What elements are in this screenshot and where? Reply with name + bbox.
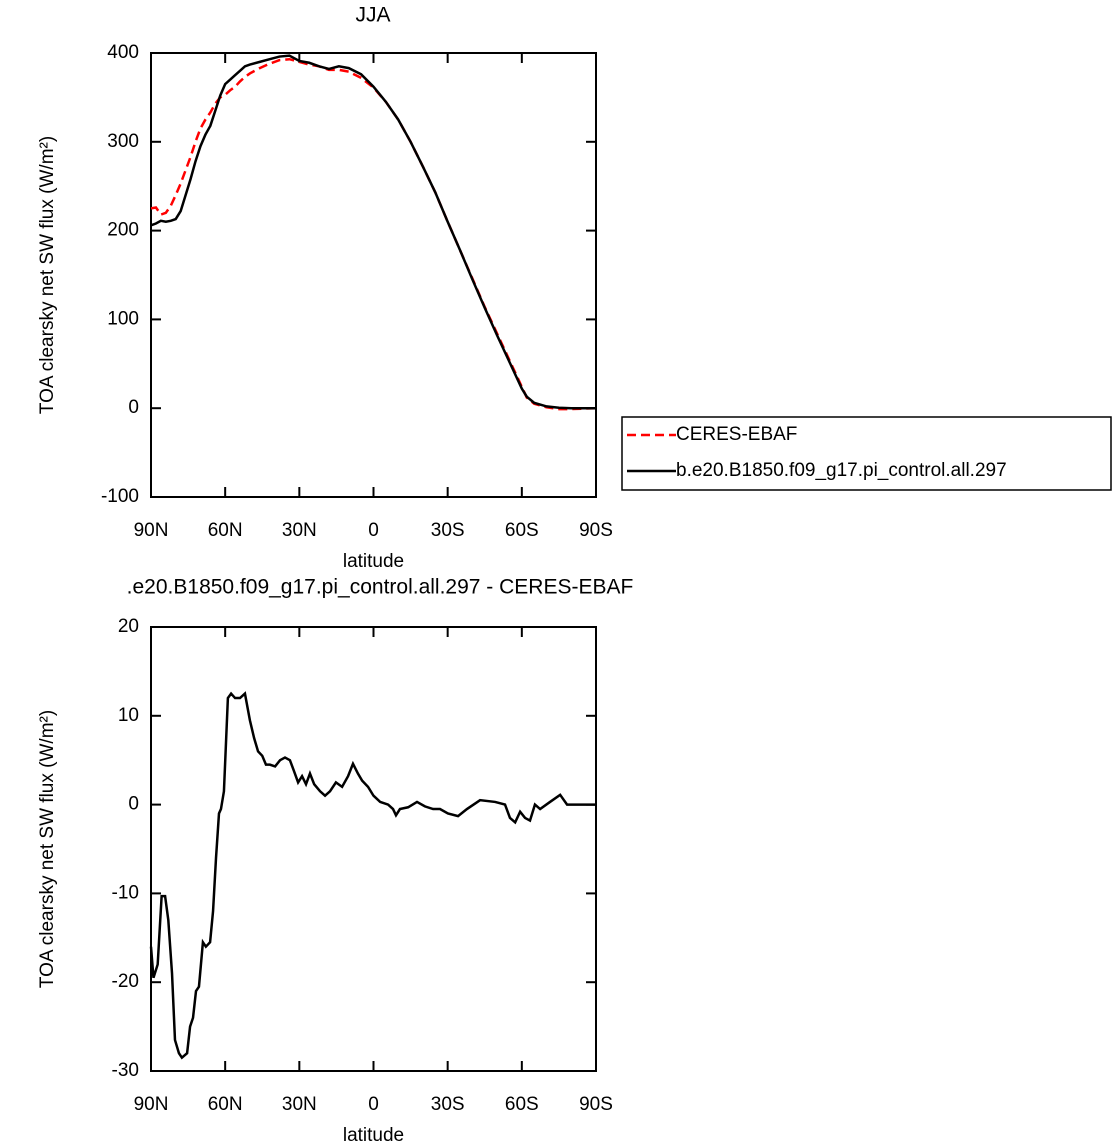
x-tick-label: 60N: [208, 1094, 243, 1115]
x-tick-label: 0: [368, 520, 379, 541]
x-axis-label: latitude: [343, 551, 404, 572]
chart-title: .e20.B1850.f09_g17.pi_control.all.297 - …: [127, 576, 634, 599]
x-tick-label: 30N: [282, 520, 317, 541]
x-tick-label: 30N: [282, 1094, 317, 1115]
x-axis-label: latitude: [343, 1125, 404, 1146]
legend-label: CERES-EBAF: [676, 424, 797, 445]
x-tick-label: 60N: [208, 520, 243, 541]
legend-label: b.e20.B1850.f09_g17.pi_control.all.297: [676, 460, 1007, 481]
y-tick-label: 400: [107, 42, 139, 63]
y-tick-label: 20: [118, 616, 139, 637]
x-tick-label: 90S: [579, 520, 613, 541]
x-tick-label: 90S: [579, 1094, 613, 1115]
y-axis-label: TOA clearsky net SW flux (W/m²): [37, 136, 58, 414]
y-tick-label: 300: [107, 131, 139, 152]
x-tick-label: 30S: [431, 1094, 465, 1115]
series-line: [149, 691, 596, 1060]
y-tick-label: 100: [107, 308, 139, 329]
y-tick-label: 0: [128, 397, 139, 418]
x-tick-label: 0: [368, 1094, 379, 1115]
y-tick-label: -10: [112, 882, 139, 903]
series-line: [150, 57, 597, 411]
y-tick-label: 0: [128, 794, 139, 815]
x-tick-label: 60S: [505, 520, 539, 541]
y-tick-label: 200: [107, 220, 139, 241]
x-tick-label: 90N: [134, 520, 169, 541]
y-tick-label: -100: [101, 486, 139, 507]
y-tick-label: -20: [112, 971, 139, 992]
chart-title: JJA: [355, 4, 390, 27]
x-tick-label: 90N: [134, 1094, 169, 1115]
y-tick-label: -30: [112, 1060, 139, 1081]
legend-box: [621, 416, 1112, 491]
x-tick-label: 60S: [505, 1094, 539, 1115]
series-line: [150, 54, 596, 410]
x-tick-label: 30S: [431, 520, 465, 541]
y-tick-label: 10: [118, 705, 139, 726]
y-axis-label: TOA clearsky net SW flux (W/m²): [37, 710, 58, 988]
plot-frame: [150, 52, 597, 498]
